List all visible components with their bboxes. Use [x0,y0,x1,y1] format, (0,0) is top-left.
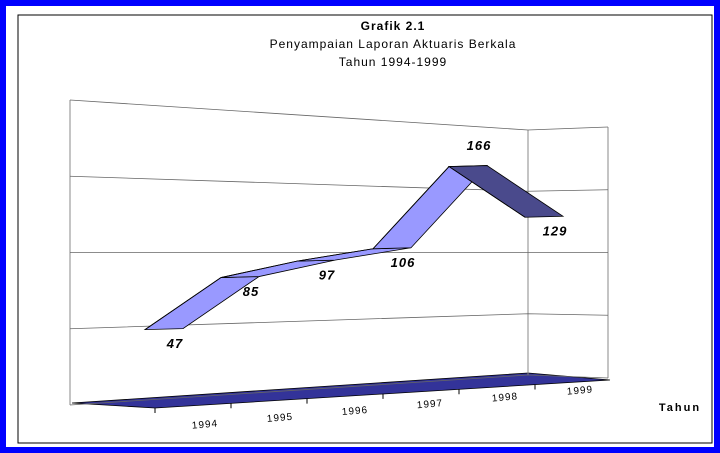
plot-border [17,14,713,444]
x-tick-label: 1999 [566,385,593,398]
x-tick-label: 1998 [491,391,518,404]
chart-title: Grafik 2.1 [361,19,426,33]
x-tick-label: 1995 [266,412,293,425]
value-label: 166 [467,138,492,153]
floor [71,372,611,409]
chart-subtitle: Tahun 1994-1999 [339,55,447,69]
value-label: 97 [319,268,335,283]
grid-line [69,175,609,192]
value-label: 85 [243,284,259,299]
value-label: 106 [391,255,416,270]
x-tick-label: 1996 [341,405,368,418]
x-axis-label: Tahun [659,402,701,414]
grid-line [69,99,609,131]
x-tick-label: 1997 [416,398,443,411]
grid-line [69,374,609,406]
value-label: 47 [166,336,183,351]
value-label: 129 [543,224,568,239]
chart-subtitle: Penyampaian Laporan Aktuaris Berkala [270,37,517,51]
line [144,166,526,330]
grid-line [69,313,609,330]
x-tick-label: 1994 [191,419,218,432]
